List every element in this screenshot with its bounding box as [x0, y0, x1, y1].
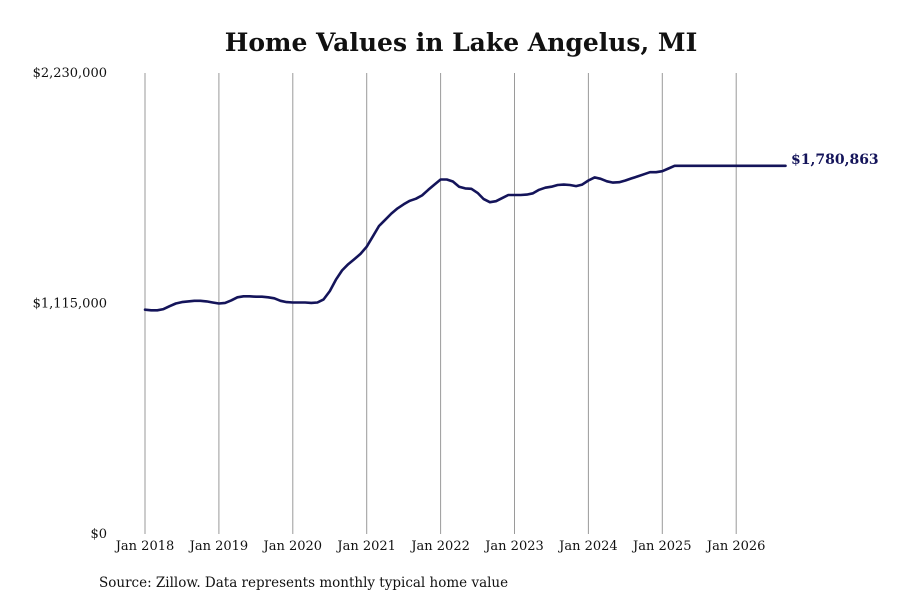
chart-title: Home Values in Lake Angelus, MI	[225, 28, 698, 57]
x-tick-label: Jan 2023	[483, 539, 544, 554]
end-value-label: $1,780,863	[791, 152, 879, 168]
x-tick-label: Jan 2019	[188, 539, 249, 554]
series-line-home-value	[143, 164, 787, 312]
grid-lines	[144, 73, 737, 534]
x-tick-label: Jan 2018	[114, 539, 175, 554]
x-tick-label: Jan 2025	[631, 539, 692, 554]
y-tick-label: $0	[90, 527, 107, 542]
x-tick-label: Jan 2024	[557, 539, 618, 554]
x-tick-label: Jan 2026	[705, 539, 766, 554]
y-axis-ticks: $0 $1,115,000 $2,230,000	[33, 66, 107, 542]
x-tick-label: Jan 2021	[335, 539, 396, 554]
y-tick-label: $2,230,000	[33, 66, 107, 81]
x-axis-ticks: Jan 2018 Jan 2019 Jan 2020 Jan 2021 Jan 2022…	[114, 539, 766, 554]
x-tick-label: Jan 2022	[409, 539, 470, 554]
source-note: Source: Zillow. Data represents monthly …	[99, 575, 508, 591]
y-tick-label: $1,115,000	[33, 297, 107, 312]
x-tick-label: Jan 2020	[262, 539, 323, 554]
